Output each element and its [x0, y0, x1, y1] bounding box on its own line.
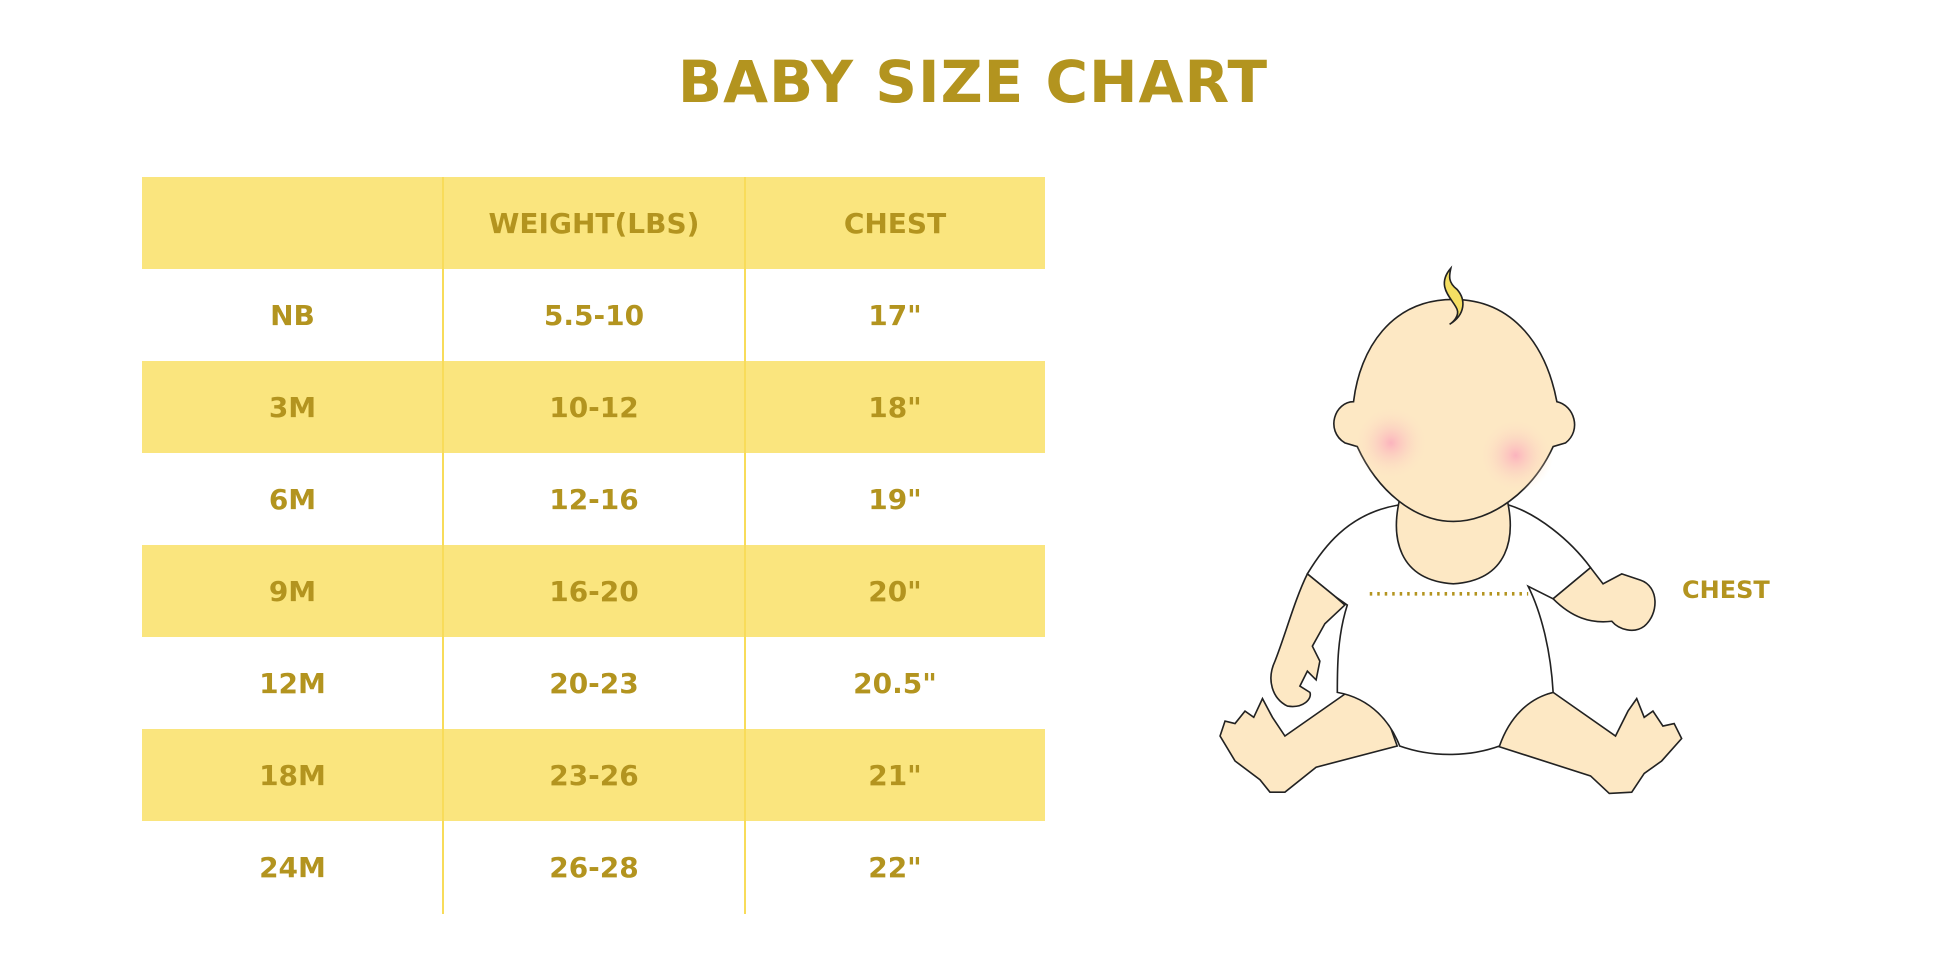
table-row: NB 5.5-10 17": [142, 269, 1045, 361]
size-cell: 18M: [259, 758, 326, 792]
table-header-row: WEIGHT(LBS) CHEST: [142, 177, 1045, 269]
chest-cell: 18": [868, 390, 922, 424]
page-title: BABY SIZE CHART: [677, 48, 1269, 116]
column-divider: [744, 177, 746, 914]
chest-cell: 20": [868, 574, 922, 608]
size-table: WEIGHT(LBS) CHEST NB 5.5-10 17" 3M 10-12…: [142, 177, 1045, 913]
weight-cell: 26-28: [549, 850, 639, 884]
weight-cell: 10-12: [549, 390, 639, 424]
table-row: 9M 16-20 20": [142, 545, 1045, 637]
table-row: 24M 26-28 22": [142, 821, 1045, 913]
chest-cell: 17": [868, 298, 922, 332]
table-row: 18M 23-26 21": [142, 729, 1045, 821]
table-row: 12M 20-23 20.5": [142, 637, 1045, 729]
chest-measurement-label: CHEST: [1682, 576, 1770, 604]
column-divider: [442, 177, 444, 914]
weight-cell: 16-20: [549, 574, 639, 608]
chest-cell: 22": [868, 850, 922, 884]
header-cell-weight: WEIGHT(LBS): [488, 206, 700, 240]
size-cell: 9M: [268, 574, 317, 608]
size-cell: 3M: [268, 390, 317, 424]
weight-cell: 20-23: [549, 666, 639, 700]
weight-cell: 5.5-10: [543, 298, 645, 332]
weight-cell: 23-26: [549, 758, 639, 792]
chest-cell: 19": [868, 482, 922, 516]
size-cell: 6M: [268, 482, 317, 516]
chest-cell: 20.5": [853, 666, 937, 700]
header-cell-chest: CHEST: [843, 206, 947, 240]
size-cell: 12M: [259, 666, 326, 700]
table-row: 6M 12-16 19": [142, 453, 1045, 545]
size-cell: NB: [270, 298, 315, 332]
weight-cell: 12-16: [549, 482, 639, 516]
table-row: 3M 10-12 18": [142, 361, 1045, 453]
size-cell: 24M: [259, 850, 326, 884]
chest-cell: 21": [868, 758, 922, 792]
